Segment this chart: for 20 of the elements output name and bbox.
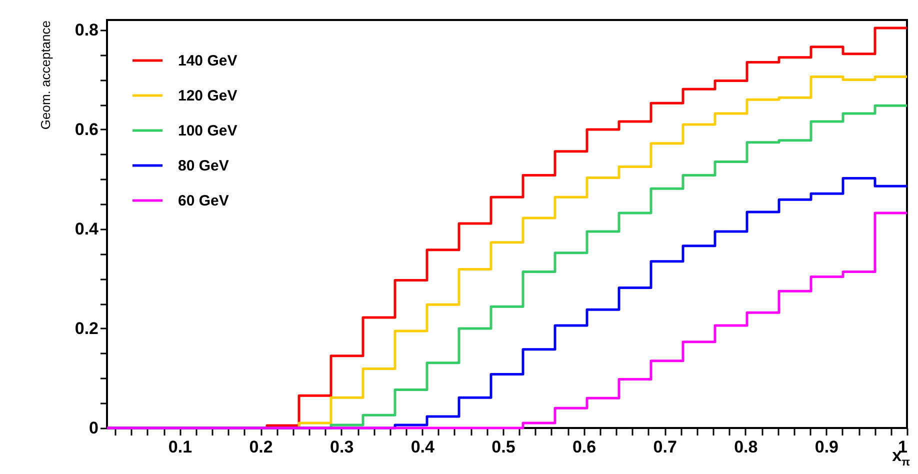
x-tick-label: 0.4 [410,438,436,456]
x-tick-label: 0.1 [168,438,192,456]
legend-label: 140 GeV [178,52,238,70]
legend-label: 120 GeV [178,88,238,104]
x-tick-label: 0.7 [653,438,677,456]
legend-label: 100 GeV [178,122,238,140]
x-tick-label: 0.8 [734,438,758,456]
y-tick-label: 0.2 [74,318,98,338]
legend-label: 80 GeV [178,158,229,174]
y-tick-label: 0.6 [74,120,98,139]
y-tick-label: 0.8 [74,20,98,40]
x-tick-label: 0.2 [249,438,273,456]
x-tick-label: 0.6 [572,438,596,456]
y-tick-label: 0.4 [74,219,100,238]
legend-label: 60 GeV [178,192,229,210]
x-tick-label: 0.3 [330,438,354,456]
y-axis-title: Geom. acceptance [38,20,53,130]
x-tick-label: 0.5 [492,438,516,456]
x-tick-label: 0.9 [814,438,839,456]
y-tick-label: 0 [89,418,98,438]
